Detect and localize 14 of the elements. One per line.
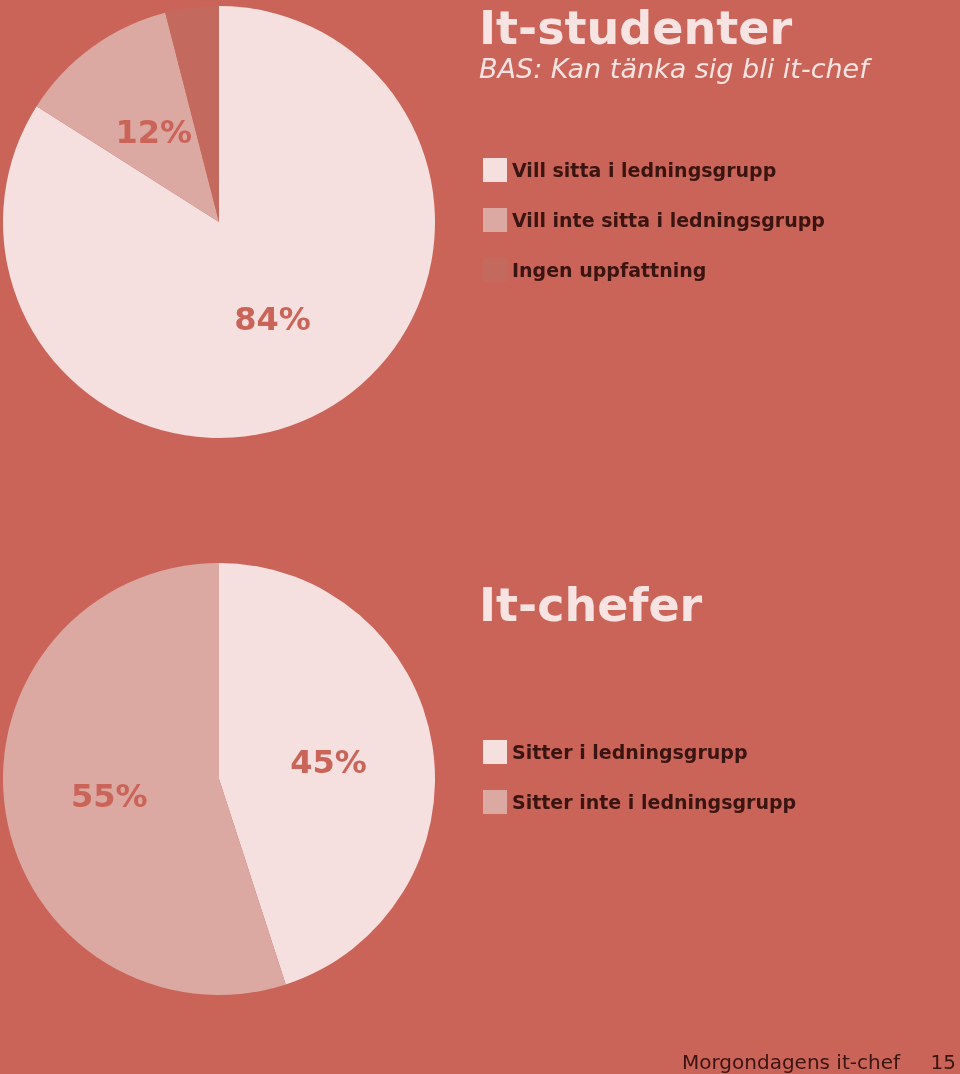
text: 15 [930, 1050, 956, 1074]
text: BAS: Kan tänka sig bli it-chef [479, 53, 873, 84]
legend-label: Vill sitta i ledningsgrupp [512, 159, 777, 181]
legend-label: Vill inte sitta i ledningsgrupp [512, 209, 825, 231]
chart-title: It-studenter [479, 1, 793, 55]
data-label: 84% [234, 300, 311, 339]
legend-label: Sitter i ledningsgrupp [512, 741, 748, 763]
data-label: 55% [71, 777, 148, 816]
legend-label: Ingen uppfattning [512, 259, 707, 281]
legend-label: Sitter inte i ledningsgrupp [512, 791, 797, 813]
data-label: 45% [290, 742, 367, 781]
chart-title: It-chefer [479, 578, 703, 632]
text: Morgondagens it-chef [681, 1050, 901, 1074]
data-label: 12% [115, 113, 193, 152]
